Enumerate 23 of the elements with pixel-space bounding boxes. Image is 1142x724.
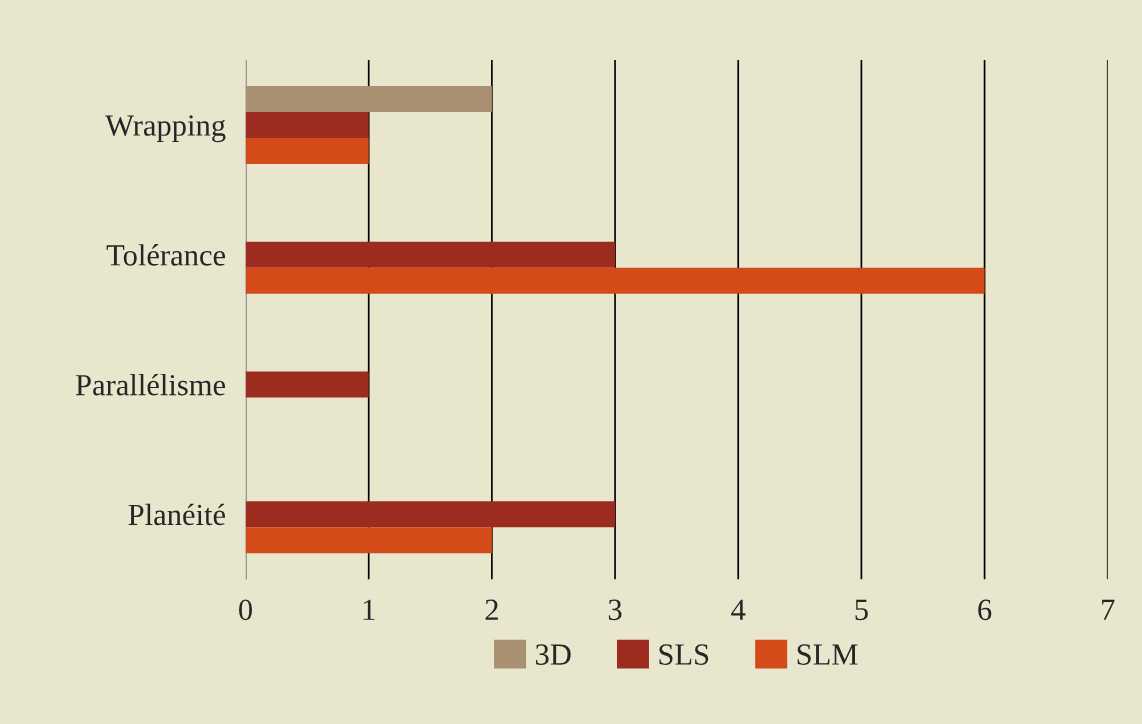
bar <box>245 137 369 164</box>
x-tick-label: 6 <box>978 599 992 621</box>
x-tick-label: 4 <box>731 599 746 620</box>
legend-label: SLM <box>797 644 858 665</box>
bar <box>245 267 985 294</box>
x-tick-label: 2 <box>485 599 498 620</box>
bar <box>245 527 492 554</box>
x-tick-label: 7 <box>1102 599 1115 620</box>
legend-label: SLS <box>659 644 709 665</box>
bar <box>245 501 616 528</box>
bar <box>245 371 369 398</box>
bar <box>245 241 616 268</box>
x-tick-label: 0 <box>239 599 252 621</box>
y-tick-label: Planéité <box>128 503 226 526</box>
y-tick-label: Wrapping <box>105 115 226 143</box>
legend-label: 3D <box>535 644 571 665</box>
x-tick-label: 5 <box>855 599 868 621</box>
x-tick-label: 1 <box>363 599 375 620</box>
y-tick-label: Tolérance <box>106 244 226 266</box>
y-tick-label: Parallélisme <box>75 373 226 396</box>
bar <box>245 86 492 112</box>
bar <box>245 112 369 138</box>
x-tick-label: 3 <box>608 599 622 621</box>
